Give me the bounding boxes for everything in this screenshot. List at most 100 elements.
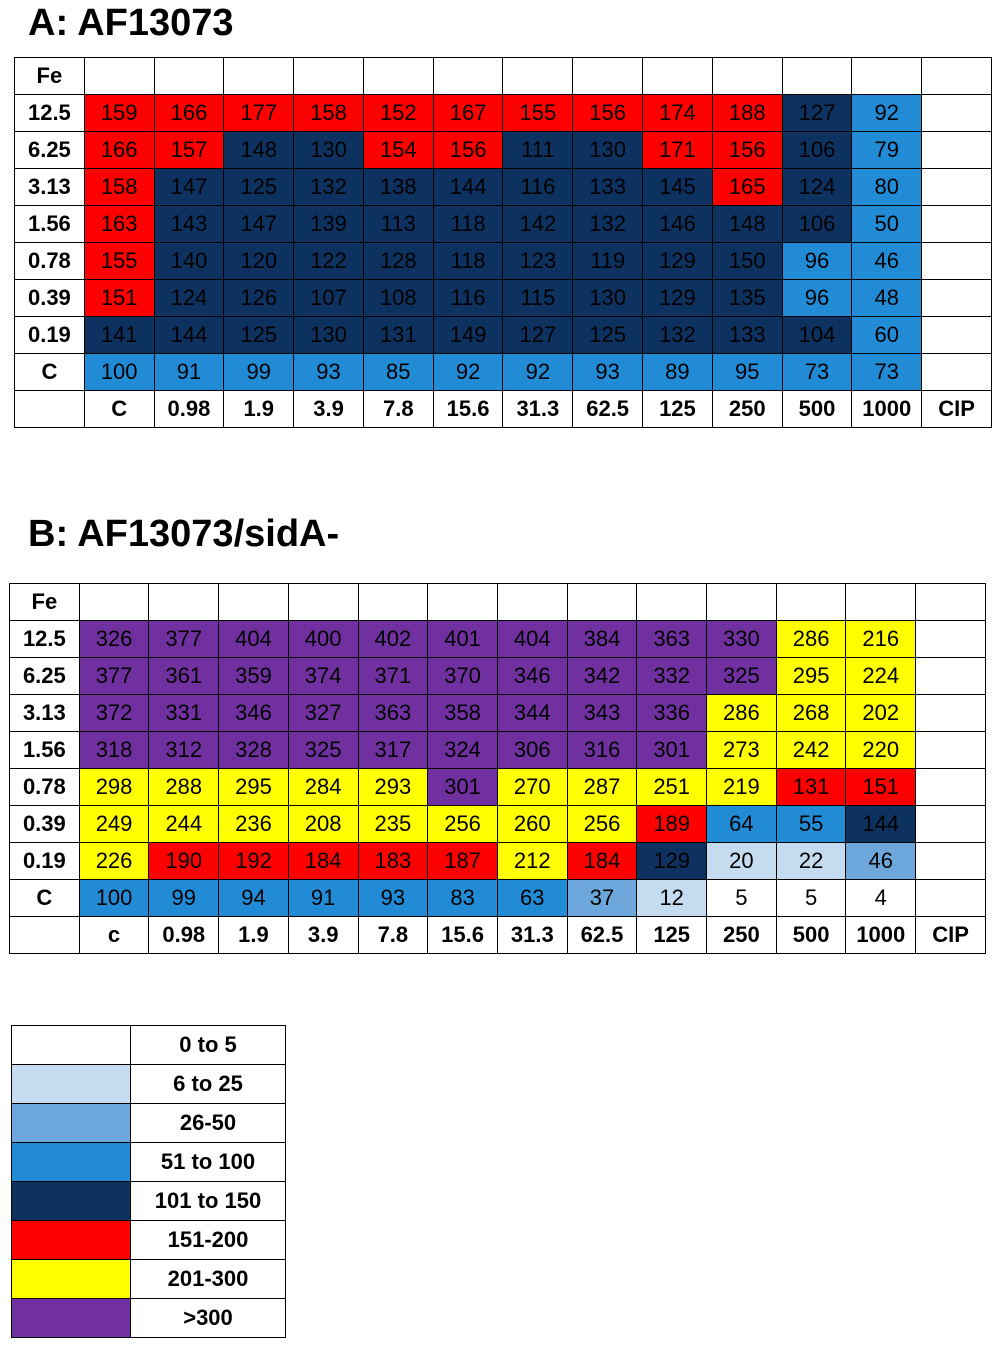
heatmap-b-cell: 371 (357, 657, 429, 695)
heatmap-b-column-label: 500 (775, 916, 847, 954)
heatmap-a-cell: 96 (781, 279, 853, 317)
heatmap-a-cell: 125 (223, 316, 295, 354)
heatmap-b-row-label: 1.56 (9, 731, 80, 769)
heatmap-b-cell: 288 (148, 768, 220, 806)
heatmap-b-cell: 336 (636, 694, 708, 732)
heatmap-b-cell: 287 (566, 768, 638, 806)
heatmap-b-cell: 404 (218, 620, 289, 658)
heatmap-b-cell: 343 (566, 694, 638, 732)
heatmap-b-column-label-row: c 0.98 1.9 3.9 7.8 15.6 31.3 62.5 125 250 500 1000 C… (9, 916, 986, 954)
heatmap-b-cell: 377 (78, 657, 150, 695)
heatmap-a-header-blank (921, 57, 992, 95)
legend-label: 51 to 100 (130, 1142, 286, 1182)
heatmap-a-cip-blank (921, 131, 992, 169)
heatmap-b-cell: 318 (78, 731, 150, 769)
heatmap-a-cell: 120 (223, 242, 295, 280)
heatmap-a-cell: 128 (362, 242, 434, 280)
heatmap-b-row-label: 3.13 (9, 694, 80, 732)
heatmap-a-cell: 125 (223, 168, 295, 206)
heatmap-b-header-blank (845, 583, 917, 621)
heatmap-a-row-label: 12.5 (14, 94, 85, 132)
heatmap-a-cell: 132 (293, 168, 364, 206)
heatmap-a-cell: 79 (851, 131, 923, 169)
heatmap-b-cell: 317 (357, 731, 429, 769)
legend-swatch (11, 1142, 131, 1182)
heatmap-a-cell: 154 (362, 131, 434, 169)
heatmap-b-cell: 131 (775, 768, 847, 806)
heatmap-a-cell: 116 (432, 279, 504, 317)
heatmap-a-cell: 46 (851, 242, 923, 280)
heatmap-a-row: 0.39 151 124 126 107 108 116 115 130 129 135 96 48 (14, 279, 992, 317)
heatmap-a-cell: 106 (781, 131, 853, 169)
heatmap-a-row-axis-label: Fe (14, 57, 85, 95)
heatmap-a-header-blank (223, 57, 295, 95)
heatmap-a-cell: 188 (711, 94, 783, 132)
legend-swatch (11, 1064, 131, 1104)
heatmap-a-cell: 99 (223, 353, 295, 391)
heatmap-a-cell: 147 (153, 168, 225, 206)
legend-label: 151-200 (130, 1220, 286, 1260)
heatmap-b-cell: 236 (218, 805, 289, 843)
heatmap-a-cell: 130 (293, 131, 364, 169)
heatmap-b-cell: 184 (566, 842, 638, 880)
heatmap-a-cell: 119 (572, 242, 644, 280)
heatmap-a-cell: 156 (432, 131, 504, 169)
legend-label: 26-50 (130, 1103, 286, 1143)
heatmap-a-header-blank (642, 57, 713, 95)
heatmap-b-cell: 190 (148, 842, 220, 880)
heatmap-b-cell: 332 (636, 657, 708, 695)
heatmap-a-cell: 156 (711, 131, 783, 169)
heatmap-a-cell: 93 (572, 353, 644, 391)
heatmap-a-cell: 147 (223, 205, 295, 243)
heatmap-a-cell: 148 (223, 131, 295, 169)
heatmap-a-cell: 95 (711, 353, 783, 391)
heatmap-a-cell: 151 (83, 279, 155, 317)
heatmap-b-column-label: 1000 (845, 916, 917, 954)
heatmap-a-column-label: 62.5 (572, 390, 644, 428)
heatmap-table-b: Fe 12.5 326 377 404 400 402 401 404 384 363 330 286 2… (9, 583, 986, 954)
heatmap-b-column-label: 250 (706, 916, 777, 954)
heatmap-b-row-label: C (9, 879, 80, 917)
heatmap-b-cip-blank (915, 620, 986, 658)
legend-entry: 6 to 25 (11, 1064, 286, 1104)
heatmap-a-cell: 158 (83, 168, 155, 206)
heatmap-a-corner-blank (14, 390, 85, 428)
heatmap-a-header-blank (711, 57, 783, 95)
heatmap-a-cell: 92 (432, 353, 504, 391)
heatmap-b-header-blank (775, 583, 847, 621)
heatmap-a-cell: 93 (293, 353, 364, 391)
heatmap-a-cip-blank (921, 168, 992, 206)
heatmap-a-cell: 156 (572, 94, 644, 132)
heatmap-a-row-label: 0.78 (14, 242, 85, 280)
heatmap-a-cell: 131 (362, 316, 434, 354)
legend-entry: >300 (11, 1298, 286, 1338)
heatmap-a-cell: 129 (642, 279, 713, 317)
heatmap-b-row-axis-label: Fe (9, 583, 80, 621)
heatmap-b-cell: 404 (496, 620, 568, 658)
heatmap-a-cell: 80 (851, 168, 923, 206)
heatmap-a-cell: 129 (642, 242, 713, 280)
heatmap-b-row-label: 0.39 (9, 805, 80, 843)
heatmap-a-cell: 171 (642, 131, 713, 169)
heatmap-b-cell: 295 (775, 657, 847, 695)
heatmap-b-cell: 5 (706, 879, 777, 917)
heatmap-b-cell: 298 (78, 768, 150, 806)
heatmap-b-cell: 249 (78, 805, 150, 843)
heatmap-a-cell: 132 (642, 316, 713, 354)
heatmap-b-cell: 187 (427, 842, 498, 880)
heatmap-a-column-label: C (83, 390, 155, 428)
heatmap-b-header-blank (427, 583, 498, 621)
heatmap-a-cell: 111 (502, 131, 574, 169)
heatmap-a-cip-blank (921, 279, 992, 317)
heatmap-a-column-label-row: C 0.98 1.9 3.9 7.8 15.6 31.3 62.5 125 250 500 1000 C… (14, 390, 992, 428)
heatmap-b-column-label: 0.98 (148, 916, 220, 954)
heatmap-b-cell: 63 (496, 879, 568, 917)
heatmap-a-header-blank (83, 57, 155, 95)
heatmap-a-row: 1.56 163 143 147 139 113 118 142 132 146 148 106 50 (14, 205, 992, 243)
heatmap-a-cell: 122 (293, 242, 364, 280)
heatmap-a-cell: 50 (851, 205, 923, 243)
heatmap-a-row-label: 0.19 (14, 316, 85, 354)
heatmap-b-cell: 100 (78, 879, 150, 917)
heatmap-b-cell: 260 (496, 805, 568, 843)
heatmap-b-cell: 242 (775, 731, 847, 769)
